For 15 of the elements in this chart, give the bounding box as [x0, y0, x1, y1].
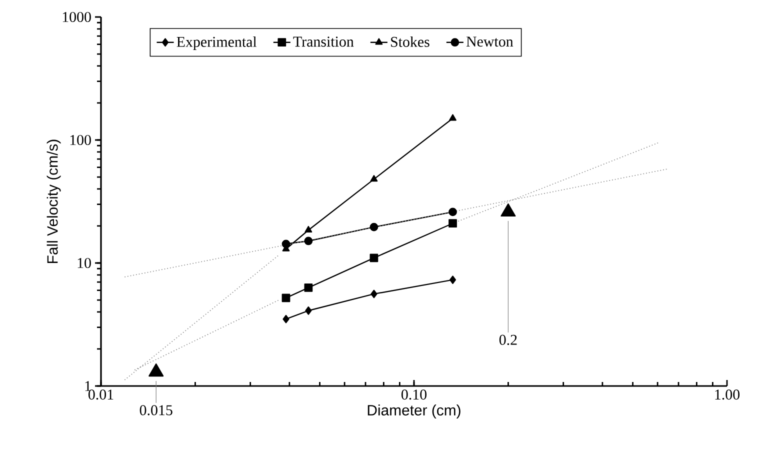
x-tick-label: 0.01: [88, 390, 114, 400]
x-tick-label: 0.10: [401, 390, 427, 400]
annotation: 0.2: [499, 334, 517, 345]
annotation: 0.015: [140, 405, 172, 416]
y-tick-label: 10: [78, 258, 91, 268]
legend-label: Experimental: [176, 36, 257, 50]
legend-label: Stokes: [391, 36, 430, 47]
legend-label: Newton: [466, 36, 514, 47]
x-tick-label: 1.00: [715, 390, 740, 400]
y-tick-label: 1: [85, 381, 91, 391]
y-axis-title: Fall Velocity (cm/s): [46, 140, 61, 263]
y-tick-label: 100: [70, 134, 91, 146]
y-tick-label: 1000: [62, 12, 91, 22]
legend-label: Transition: [293, 36, 354, 47]
x-axis-title: Diameter (cm): [368, 404, 460, 418]
